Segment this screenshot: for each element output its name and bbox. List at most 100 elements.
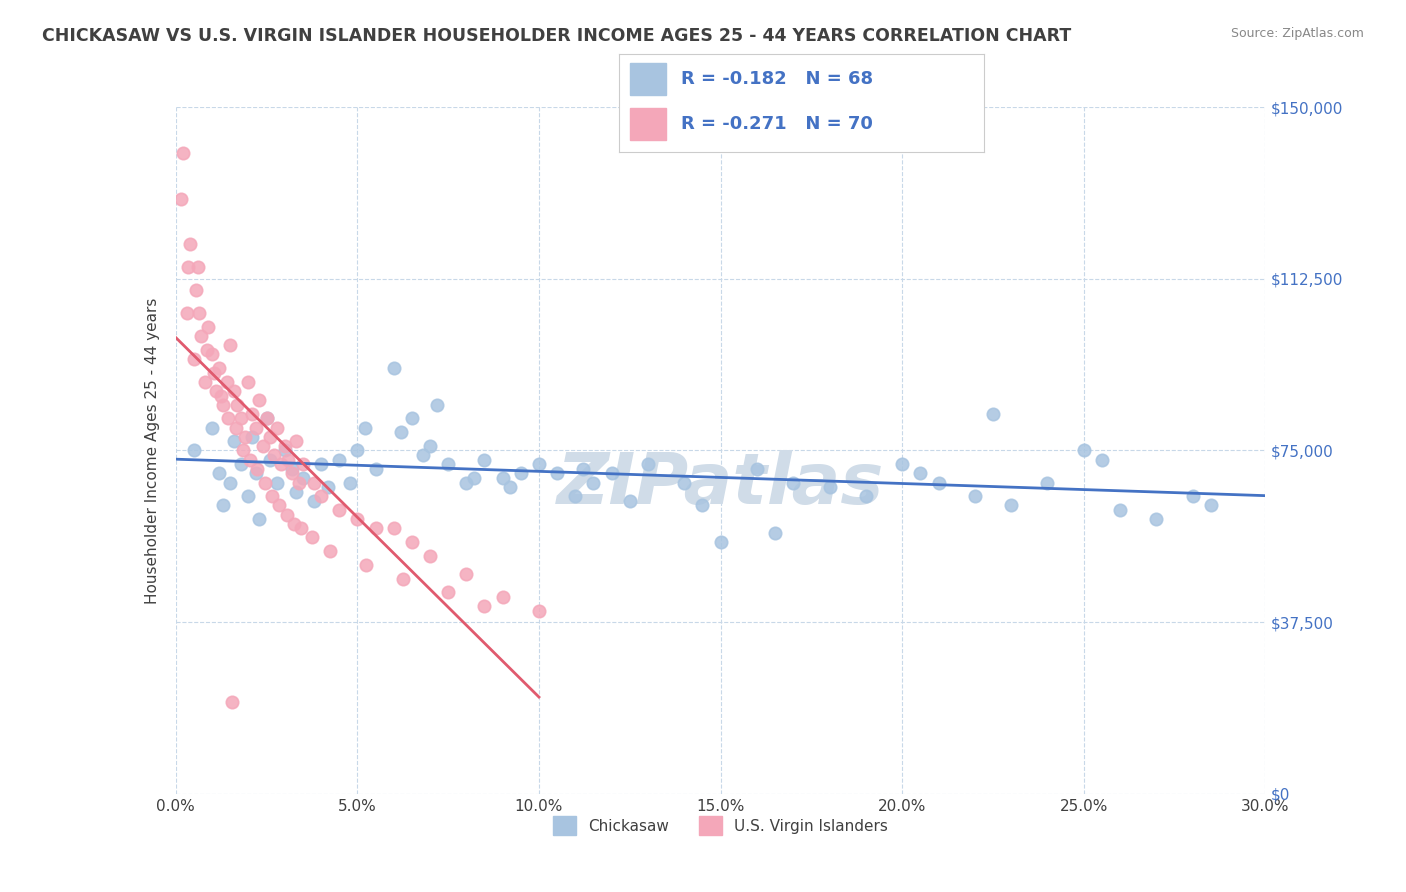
Bar [630, 63, 666, 95]
Point [202, 366, 225, 380]
Point [910, 467, 932, 481]
Point [208, 467, 231, 481]
Point [527, 457, 550, 471]
Point [270, 457, 292, 471]
Point [260, 489, 283, 503]
Point [201, 347, 224, 361]
Point [239, 452, 262, 467]
Point [1181, 489, 1204, 503]
Point [186, 260, 209, 275]
Point [284, 484, 307, 499]
Point [328, 452, 350, 467]
Point [240, 430, 263, 444]
Y-axis label: Householder Income Ages 25 - 44 years: Householder Income Ages 25 - 44 years [145, 297, 160, 604]
Point [184, 283, 207, 297]
Point [240, 407, 263, 421]
Point [259, 430, 281, 444]
Point [456, 475, 478, 490]
Text: ZIPatlas: ZIPatlas [557, 450, 884, 519]
Point [745, 462, 768, 476]
Point [426, 398, 449, 412]
Point [818, 480, 841, 494]
Point [318, 480, 340, 494]
Point [389, 425, 412, 439]
Point [582, 475, 605, 490]
Point [188, 306, 211, 320]
Point [247, 393, 270, 408]
Point [928, 475, 950, 490]
Point [763, 525, 786, 540]
Point [492, 471, 515, 485]
Point [692, 499, 714, 513]
Point [1091, 452, 1114, 467]
Point [194, 375, 217, 389]
Point [222, 434, 245, 449]
Point [222, 384, 245, 398]
Point [281, 467, 304, 481]
Point [245, 420, 267, 434]
Legend: Chickasaw, U.S. Virgin Islanders: Chickasaw, U.S. Virgin Islanders [547, 810, 894, 841]
Point [259, 452, 281, 467]
Point [401, 411, 423, 425]
Point [619, 493, 641, 508]
Point [891, 457, 914, 471]
Point [183, 351, 205, 366]
Point [302, 475, 325, 490]
Point [231, 411, 253, 425]
Point [710, 535, 733, 549]
Point [281, 462, 304, 476]
Point [319, 544, 342, 558]
Point [232, 443, 254, 458]
Point [356, 558, 378, 572]
Point [492, 590, 515, 604]
Point [212, 398, 235, 412]
Text: R = -0.182   N = 68: R = -0.182 N = 68 [681, 70, 873, 88]
Point [474, 452, 496, 467]
Point [238, 489, 260, 503]
Point [219, 338, 242, 352]
Point [283, 516, 305, 531]
Point [179, 237, 201, 252]
Point [346, 443, 368, 458]
Point [328, 503, 350, 517]
Point [176, 306, 198, 320]
Point [288, 475, 311, 490]
Point [253, 475, 276, 490]
Point [170, 192, 193, 206]
Point [571, 462, 593, 476]
Point [1109, 503, 1132, 517]
Point [564, 489, 586, 503]
Point [309, 457, 332, 471]
Point [981, 407, 1004, 421]
Point [364, 521, 387, 535]
Point [212, 499, 235, 513]
Point [382, 361, 405, 376]
Point [499, 480, 522, 494]
Point [245, 467, 267, 481]
Point [231, 457, 253, 471]
Point [252, 439, 274, 453]
Point [197, 319, 219, 334]
Point [301, 531, 323, 545]
Point [201, 420, 224, 434]
Point [172, 145, 194, 160]
Point [233, 430, 256, 444]
Bar [630, 109, 666, 140]
Point [277, 452, 299, 467]
Point [412, 448, 434, 462]
Text: CHICKASAW VS U.S. VIRGIN ISLANDER HOUSEHOLDER INCOME AGES 25 - 44 YEARS CORRELAT: CHICKASAW VS U.S. VIRGIN ISLANDER HOUSEH… [42, 27, 1071, 45]
Point [963, 489, 986, 503]
Point [339, 475, 361, 490]
Text: R = -0.271   N = 70: R = -0.271 N = 70 [681, 115, 873, 133]
Point [266, 475, 288, 490]
Point [1000, 499, 1022, 513]
Point [209, 388, 232, 402]
Point [364, 462, 387, 476]
Point [291, 471, 314, 485]
Point [204, 384, 226, 398]
Point [302, 493, 325, 508]
Point [1146, 512, 1168, 526]
Point [215, 375, 238, 389]
Point [208, 361, 231, 376]
Point [637, 457, 659, 471]
